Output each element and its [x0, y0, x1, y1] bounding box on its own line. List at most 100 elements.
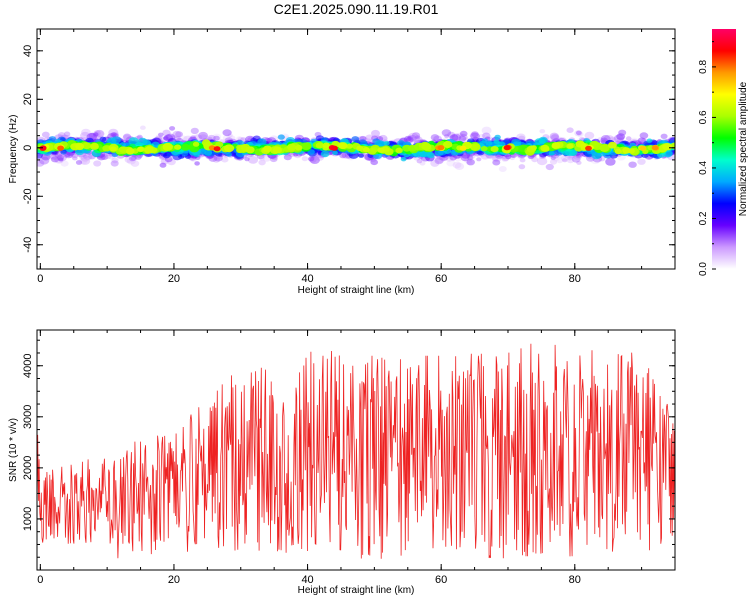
spectrogram-cell — [556, 157, 564, 164]
spectrogram-cell — [459, 130, 468, 137]
snr-line — [37, 343, 675, 559]
spectrogram-cell — [427, 152, 435, 159]
spectrogram-cell — [443, 140, 453, 149]
spectrogram-cell — [371, 129, 380, 137]
spectrogram-cell — [639, 145, 647, 151]
spectrogram-cell — [126, 157, 136, 165]
spectrogram-cell — [111, 131, 119, 138]
spectrogram-cell — [458, 135, 467, 142]
spectrogram-cell — [78, 157, 88, 165]
spectrogram-cell — [591, 151, 602, 160]
spectrogram-cell — [454, 162, 465, 170]
spectrogram-cell — [175, 131, 184, 138]
spectrogram-cell — [505, 154, 512, 160]
spectrogram-panel: 0 20 40 60 80 -40 -20 0 20 40 Height of straight … — [8, 28, 676, 296]
spectrogram-cell — [258, 159, 266, 166]
spectrogram-cell — [83, 153, 93, 161]
spectrogram-cell — [144, 146, 154, 154]
spectrogram-cell — [351, 136, 360, 143]
spectrogram-cell — [181, 143, 190, 151]
spectrogram-cell — [441, 129, 452, 137]
spectrogram-cell — [550, 155, 556, 160]
spectrogram-cell — [123, 133, 132, 140]
spectrogram-cell — [560, 155, 568, 161]
spectrogram-cell — [492, 159, 501, 166]
spectrogram-cell — [244, 157, 250, 162]
snr-panel: 0 20 40 60 80 1000 2000 3000 4000 Height of stra… — [8, 329, 676, 596]
spectrogram-cell — [445, 156, 453, 162]
spectrogram-x-label: Height of straight line (km) — [298, 285, 415, 296]
colorbar-tick-label: 0.8 — [698, 60, 709, 74]
spectrogram-cell — [58, 157, 64, 162]
spectrogram-cell — [551, 133, 560, 140]
spectrogram-cell — [492, 154, 502, 162]
spectrogram-cell — [480, 146, 488, 152]
spectrogram-cell — [414, 137, 422, 143]
x-tick-label: 40 — [301, 574, 313, 586]
spectrogram-cell — [518, 135, 526, 141]
spectrogram-cell — [99, 136, 107, 142]
spectrogram-cell — [124, 156, 133, 163]
spectrogram-cell — [616, 133, 626, 141]
spectrogram-cell — [212, 157, 221, 163]
spectrogram-cell — [338, 142, 348, 150]
spectrogram-cell — [397, 140, 405, 147]
x-tick-label: 80 — [569, 574, 581, 586]
spectrogram-cell — [459, 145, 467, 151]
x-tick-label: 0 — [37, 574, 43, 586]
spectrogram-cell — [415, 135, 421, 140]
spectrogram-cell — [465, 159, 473, 165]
spectrogram-cell — [283, 154, 292, 161]
spectrogram-y-label: Frequency (Hz) — [8, 115, 19, 184]
spectrogram-cell — [362, 147, 370, 153]
spectrogram-cell — [605, 157, 616, 166]
spectrogram-cell — [93, 132, 99, 137]
spectrogram-cell — [221, 156, 229, 163]
spectrogram-cell — [478, 133, 486, 140]
spectrogram-cell — [548, 151, 555, 156]
spectrogram-cell — [419, 161, 426, 166]
colorbar-axes: 0.0 0.2 0.4 0.6 0.8 — [698, 41, 716, 276]
spectrogram-cell — [58, 153, 65, 159]
spectrogram-cell — [79, 153, 87, 160]
spectrogram-cell — [471, 131, 479, 138]
spectrogram-cell — [257, 138, 267, 146]
spectrogram-cell — [82, 154, 89, 159]
colorbar-tick-label: 0.2 — [698, 211, 709, 225]
spectrogram-cell — [446, 159, 456, 167]
spectrogram-cell — [550, 134, 560, 141]
spectrogram-cell — [503, 145, 511, 151]
y-tick-label: 0 — [22, 145, 34, 151]
x-tick-label: 20 — [168, 273, 180, 285]
spectrogram-cell — [628, 161, 637, 168]
spectrogram-cell — [72, 156, 78, 161]
snr-x-label: Height of straight line (km) — [298, 585, 415, 596]
spectrogram-cell — [486, 141, 493, 146]
spectrogram-cell — [80, 157, 91, 165]
spectrogram-cell — [379, 134, 388, 142]
spectrogram-cell — [213, 146, 221, 152]
colorbar-bar — [712, 29, 736, 269]
spectrogram-cell — [198, 134, 208, 141]
spectrogram-cell — [551, 142, 561, 149]
spectrogram-cell — [416, 159, 423, 164]
spectrogram-cell — [403, 135, 414, 144]
spectrogram-cell — [158, 132, 164, 137]
spectrogram-cell — [60, 149, 67, 155]
spectrogram-cell — [494, 134, 501, 140]
spectrogram-cell — [459, 133, 468, 141]
spectrogram-cell — [545, 163, 554, 171]
spectrogram-cell — [162, 142, 173, 151]
spectrogram-cell — [109, 146, 117, 152]
spectrogram-cell — [222, 129, 232, 137]
spectrogram-cell — [491, 156, 499, 162]
spectrogram-cell — [111, 132, 118, 137]
spectrogram-cell — [566, 127, 574, 133]
spectrogram-cell — [662, 143, 673, 151]
y-tick-label: 2000 — [22, 456, 34, 480]
spectrogram-cell — [128, 155, 136, 162]
spectrogram-cell — [536, 157, 548, 166]
spectrogram-cell — [493, 139, 500, 144]
spectrogram-cell — [194, 161, 200, 166]
